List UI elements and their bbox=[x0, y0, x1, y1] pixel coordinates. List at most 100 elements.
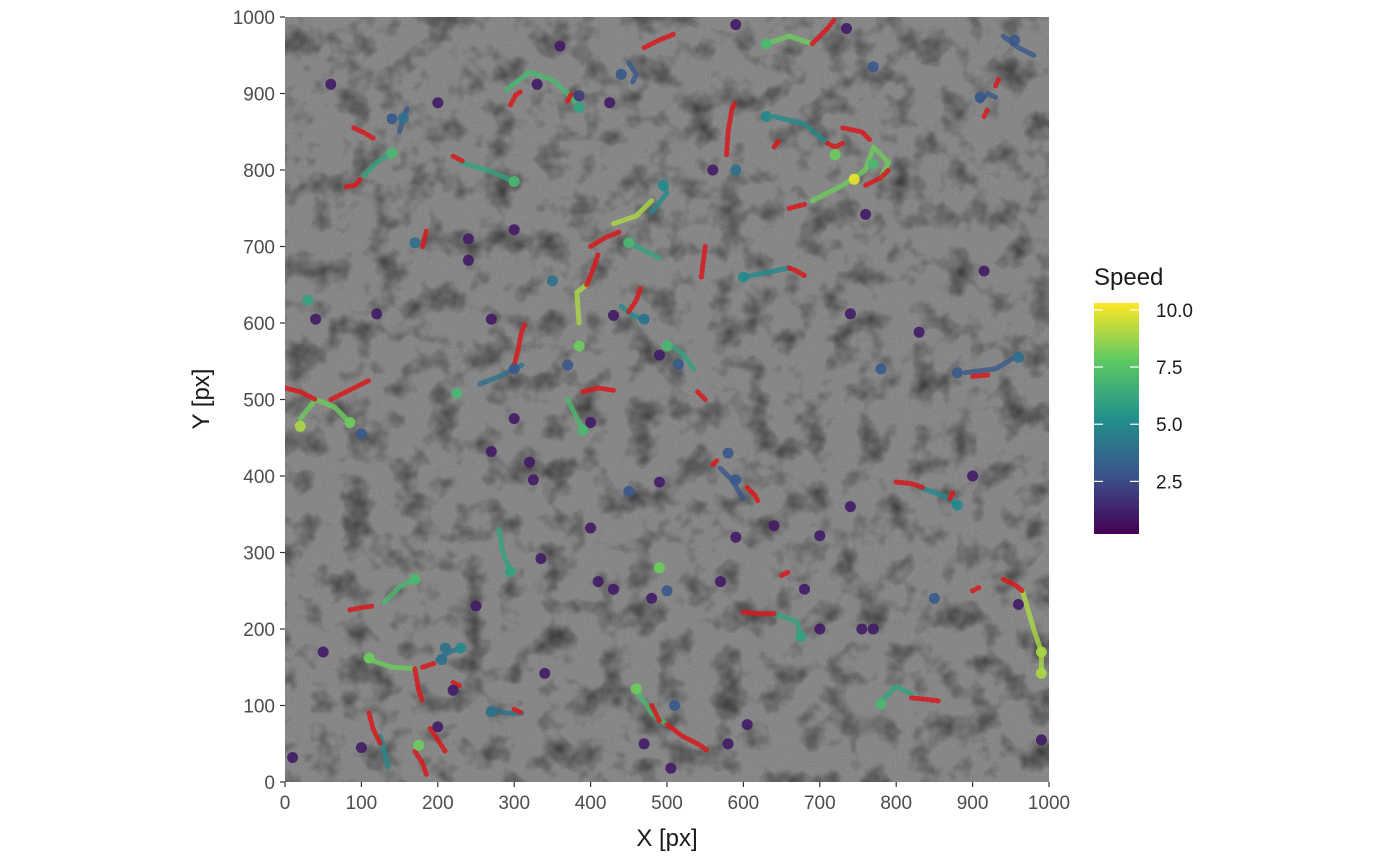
particle-105 bbox=[722, 738, 734, 750]
track-22 bbox=[381, 576, 418, 605]
particle-55 bbox=[615, 68, 627, 80]
red-segment-3 bbox=[450, 153, 465, 164]
track-5 bbox=[574, 282, 590, 326]
track-20 bbox=[633, 687, 670, 728]
legend-label-1: 5.0 bbox=[1156, 415, 1182, 436]
track-3 bbox=[297, 397, 353, 425]
particle-25 bbox=[504, 566, 516, 578]
x-tick-label-8: 800 bbox=[880, 793, 912, 814]
particle-108 bbox=[325, 78, 337, 90]
particle-58 bbox=[531, 78, 543, 90]
red-segment-42 bbox=[420, 228, 429, 249]
particle-87 bbox=[585, 522, 597, 534]
particle-43 bbox=[1012, 351, 1024, 363]
red-segment-10 bbox=[626, 286, 643, 314]
particle-17 bbox=[737, 271, 749, 283]
x-tick-label-6: 600 bbox=[728, 793, 760, 814]
particle-96 bbox=[470, 600, 482, 612]
particle-13 bbox=[760, 38, 772, 50]
red-segment-7 bbox=[584, 251, 601, 288]
particle-90 bbox=[608, 583, 619, 595]
particle-42 bbox=[951, 367, 963, 379]
red-segment-41 bbox=[970, 584, 983, 594]
red-segment-25 bbox=[664, 722, 712, 754]
track-15 bbox=[916, 485, 960, 508]
particle-2 bbox=[508, 176, 520, 187]
red-segment-14 bbox=[824, 140, 846, 150]
particle-64 bbox=[462, 233, 474, 245]
x-tick-label-7: 700 bbox=[804, 793, 836, 814]
particle-93 bbox=[799, 583, 810, 595]
red-segment-28 bbox=[347, 603, 376, 613]
particle-38 bbox=[638, 313, 650, 325]
x-axis-title: X [px] bbox=[636, 825, 697, 852]
particle-6 bbox=[451, 387, 463, 399]
red-segment-32 bbox=[412, 748, 429, 777]
particle-41 bbox=[623, 485, 635, 497]
red-segment-19 bbox=[786, 265, 807, 279]
x-axis: 0 100 200 300 400 500 600 700 800 900 1000 bbox=[280, 782, 1070, 814]
track-29 bbox=[1000, 33, 1037, 58]
y-tick-label-4: 400 bbox=[243, 467, 275, 488]
particle-81 bbox=[913, 326, 925, 338]
particle-106 bbox=[741, 719, 753, 731]
track-16 bbox=[962, 352, 1021, 376]
particle-88 bbox=[535, 553, 547, 565]
y-tick-label-8: 800 bbox=[243, 161, 275, 182]
particle-60 bbox=[730, 19, 742, 31]
particle-48 bbox=[439, 642, 451, 654]
track-11 bbox=[771, 114, 830, 146]
particle-9 bbox=[623, 237, 635, 249]
particle-40 bbox=[722, 447, 734, 459]
particle-59 bbox=[604, 97, 616, 109]
particle-3 bbox=[294, 420, 306, 432]
track-0 bbox=[504, 69, 582, 110]
particle-44 bbox=[875, 363, 887, 375]
particle-19 bbox=[1035, 667, 1047, 679]
x-tick-label-2: 200 bbox=[422, 793, 454, 814]
red-segment-1 bbox=[351, 125, 378, 142]
particle-24 bbox=[409, 573, 421, 585]
particle-77 bbox=[653, 476, 665, 488]
particle-34 bbox=[546, 275, 558, 287]
particle-30 bbox=[730, 164, 742, 176]
particle-4 bbox=[344, 417, 356, 428]
red-segment-38 bbox=[981, 106, 991, 119]
red-segment-22 bbox=[1000, 576, 1025, 594]
particle-66 bbox=[508, 224, 520, 236]
particle-80 bbox=[844, 308, 856, 320]
red-segment-6 bbox=[511, 320, 529, 368]
y-tick-label-6: 600 bbox=[243, 314, 275, 335]
red-segment-30 bbox=[450, 680, 464, 689]
legend: Speed 2.5 5.0 7.5 10.0 bbox=[1094, 264, 1193, 534]
particle-56 bbox=[573, 90, 585, 102]
particle-98 bbox=[539, 667, 551, 679]
x-tick-label-10: 1000 bbox=[1028, 793, 1070, 814]
particle-62 bbox=[841, 23, 852, 34]
red-segment-29 bbox=[420, 660, 437, 670]
red-segment-44 bbox=[779, 569, 792, 578]
red-segment-2 bbox=[343, 175, 364, 190]
legend-label-3: 10.0 bbox=[1156, 301, 1193, 322]
particle-71 bbox=[653, 349, 665, 361]
red-segment-36 bbox=[710, 458, 720, 467]
particle-15 bbox=[867, 158, 879, 170]
particle-70 bbox=[608, 309, 619, 321]
particle-109 bbox=[432, 97, 444, 109]
particle-100 bbox=[287, 752, 299, 763]
y-tick-label-3: 300 bbox=[243, 544, 275, 565]
particle-86 bbox=[814, 530, 826, 542]
track-14 bbox=[740, 265, 792, 280]
particle-85 bbox=[730, 531, 742, 543]
legend-ticks: 2.5 5.0 7.5 10.0 bbox=[1094, 301, 1193, 493]
particle-110 bbox=[867, 623, 879, 635]
track-1 bbox=[358, 150, 395, 181]
y-tick-label-7: 700 bbox=[243, 238, 275, 259]
y-tick-label-0: 0 bbox=[264, 773, 275, 794]
track-13 bbox=[763, 33, 815, 47]
red-segment-43 bbox=[698, 244, 708, 280]
particle-63 bbox=[978, 265, 990, 277]
particle-76 bbox=[527, 474, 539, 486]
particles-layer bbox=[287, 19, 1047, 774]
